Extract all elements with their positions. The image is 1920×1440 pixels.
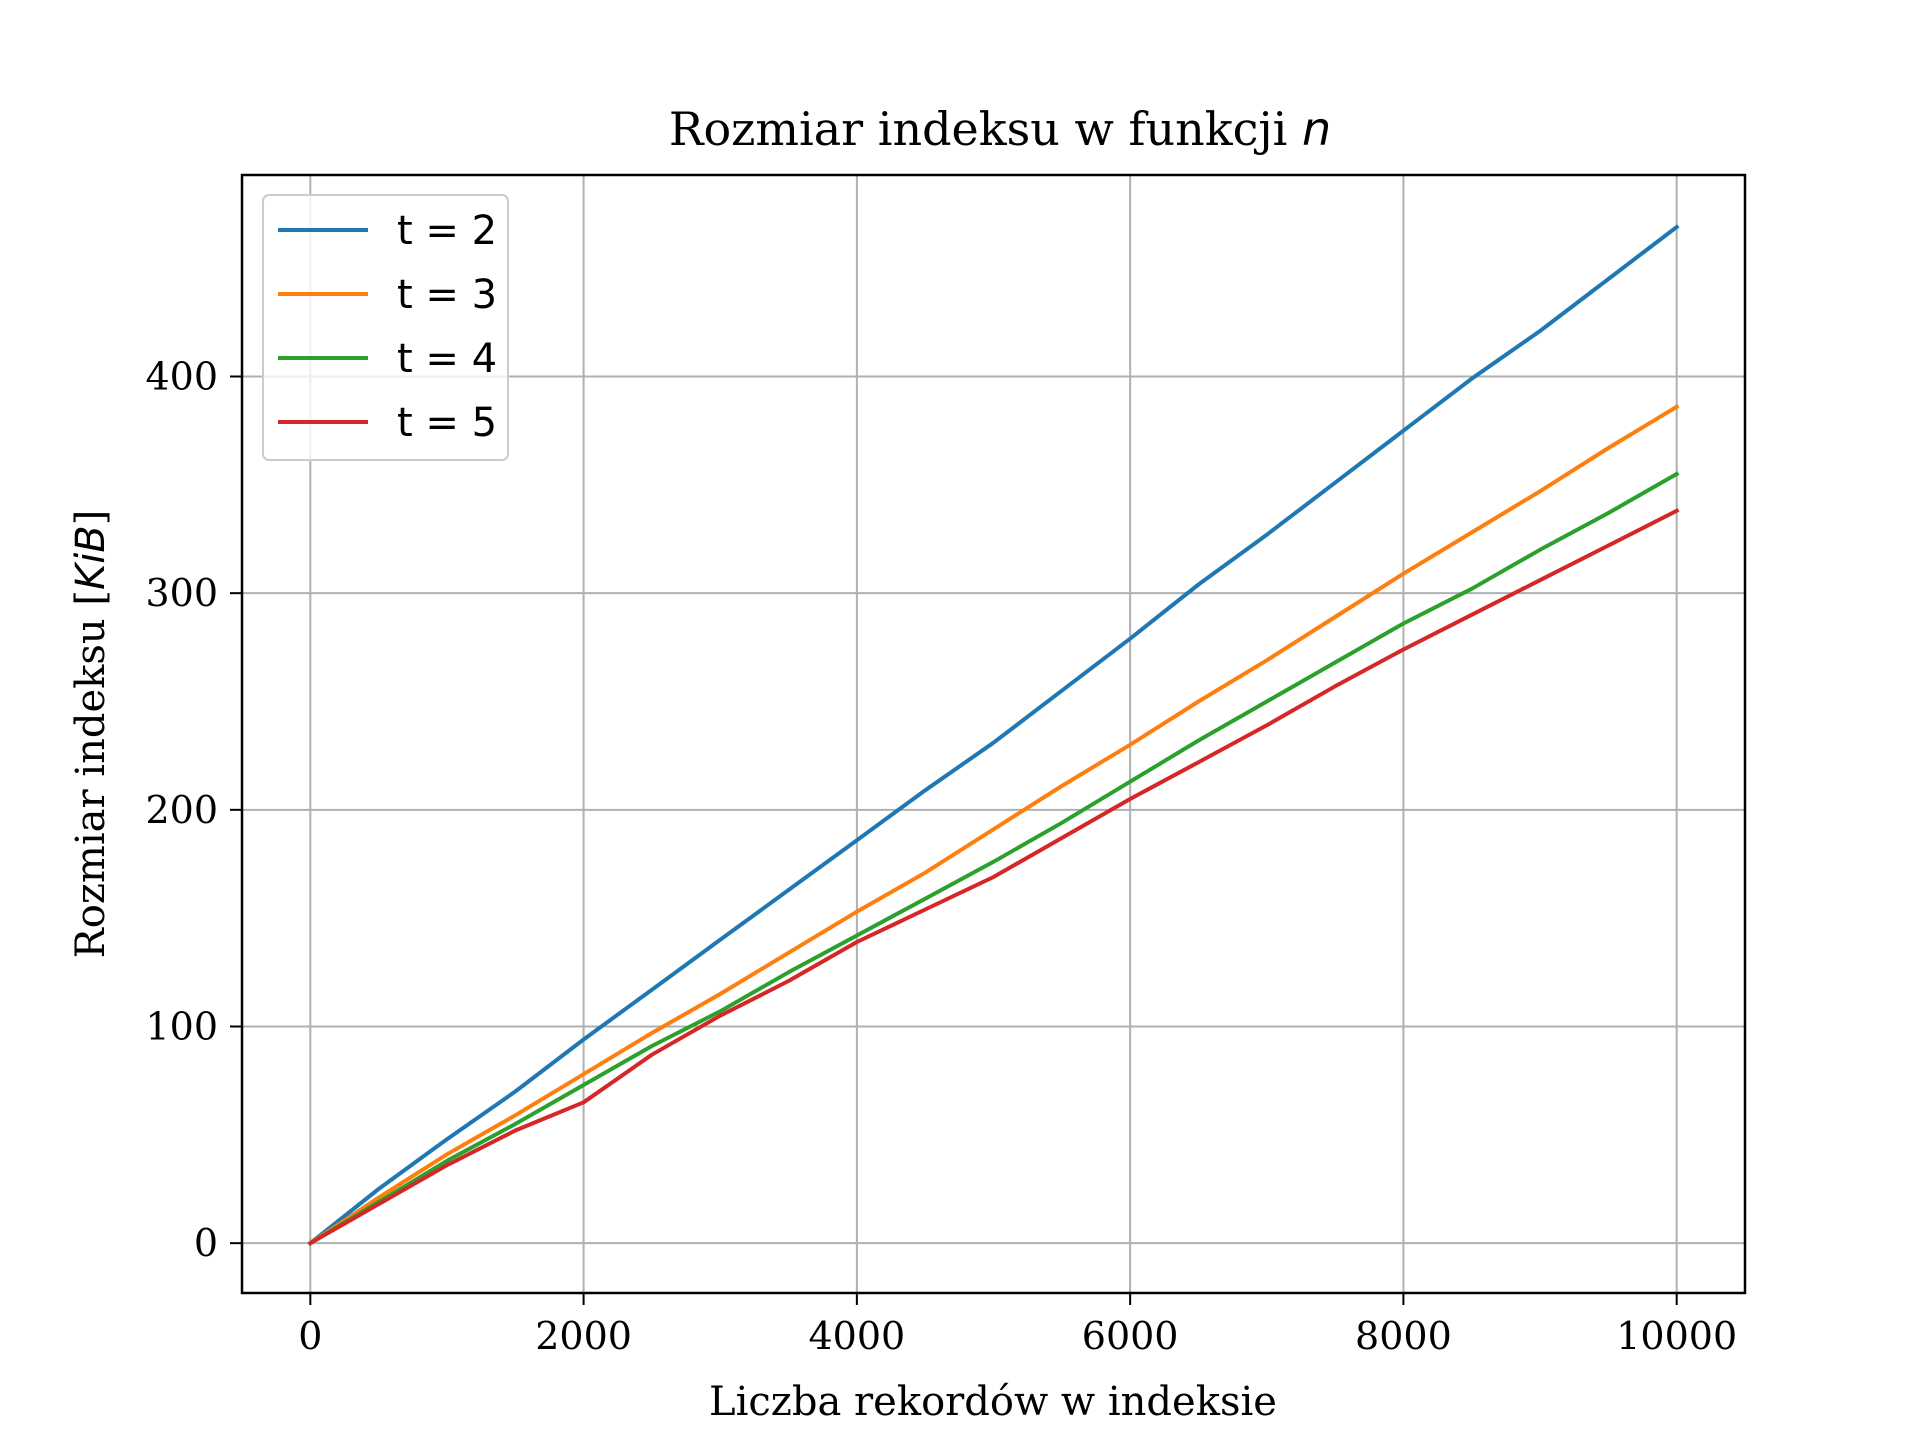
y-tick-label: 300 (145, 571, 218, 615)
legend-label: t = 3 (397, 272, 497, 318)
series-line-4 (307, 508, 1680, 1246)
legend-label: t = 5 (397, 400, 497, 446)
legend-frame (262, 194, 509, 461)
x-tick-label: 2000 (535, 1314, 632, 1358)
x-tick-label: 6000 (1082, 1314, 1179, 1358)
y-axis: 0 100 200 300 400 (145, 355, 242, 1265)
series-group (307, 224, 1680, 1247)
chart-title: Rozmiar indeksu w funkcji n (669, 102, 1331, 156)
x-axis: 0 2000 4000 6000 8000 10000 (298, 1293, 1737, 1358)
y-axis-title: Rozmiar indeksu [KiB] (68, 510, 114, 959)
x-tick-label: 0 (298, 1314, 322, 1358)
y-tick-label: 200 (145, 788, 218, 832)
plot-frame (240, 173, 1747, 1295)
grid (242, 175, 1745, 1293)
legend-label: t = 2 (397, 208, 497, 254)
y-tick-label: 400 (145, 355, 218, 399)
series-line-3 (307, 471, 1680, 1246)
x-tick-label: 10000 (1616, 1314, 1737, 1358)
series-line-1 (307, 224, 1680, 1247)
legend-label: t = 4 (397, 336, 497, 382)
y-tick-label: 0 (194, 1221, 218, 1265)
x-tick-label: 8000 (1355, 1314, 1452, 1358)
y-tick-label: 100 (145, 1005, 218, 1049)
series-line-2 (307, 404, 1680, 1246)
x-axis-title: Liczba rekordów w indeksie (709, 1379, 1277, 1425)
legend: t = 2 t = 3 t = 4 t = 5 (262, 194, 509, 461)
x-tick-label: 4000 (809, 1314, 906, 1358)
